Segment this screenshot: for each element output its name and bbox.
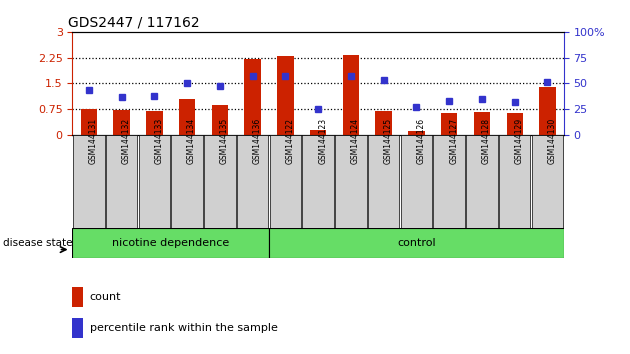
- Text: GSM144130: GSM144130: [547, 118, 556, 164]
- Bar: [81, 109, 97, 135]
- Text: GSM144122: GSM144122: [285, 118, 294, 164]
- Text: GSM144126: GSM144126: [416, 118, 425, 164]
- FancyBboxPatch shape: [335, 135, 367, 228]
- Bar: [146, 111, 163, 135]
- Text: GSM144125: GSM144125: [384, 118, 392, 164]
- FancyBboxPatch shape: [401, 135, 432, 228]
- Text: GDS2447 / 117162: GDS2447 / 117162: [67, 15, 199, 29]
- Text: disease state: disease state: [3, 238, 72, 248]
- Bar: [474, 112, 490, 135]
- Text: GSM144129: GSM144129: [515, 118, 524, 164]
- Bar: [277, 56, 294, 135]
- Bar: [408, 131, 425, 135]
- Bar: [72, 287, 83, 307]
- FancyBboxPatch shape: [466, 135, 498, 228]
- Text: GSM144128: GSM144128: [482, 118, 491, 164]
- Text: control: control: [397, 238, 436, 249]
- Text: percentile rank within the sample: percentile rank within the sample: [89, 323, 278, 333]
- FancyBboxPatch shape: [204, 135, 236, 228]
- FancyBboxPatch shape: [237, 135, 268, 228]
- Bar: [244, 59, 261, 135]
- Bar: [375, 110, 392, 135]
- Text: nicotine dependence: nicotine dependence: [112, 238, 229, 249]
- Text: GSM144132: GSM144132: [122, 118, 130, 164]
- Bar: [343, 55, 359, 135]
- FancyBboxPatch shape: [368, 135, 399, 228]
- Bar: [507, 113, 523, 135]
- FancyBboxPatch shape: [499, 135, 530, 228]
- Text: count: count: [89, 292, 121, 302]
- Bar: [72, 318, 83, 338]
- FancyBboxPatch shape: [73, 135, 105, 228]
- FancyBboxPatch shape: [532, 135, 563, 228]
- Text: GSM144136: GSM144136: [253, 118, 261, 164]
- FancyBboxPatch shape: [72, 228, 269, 258]
- Text: GSM144135: GSM144135: [220, 118, 229, 164]
- Text: GSM144131: GSM144131: [89, 118, 98, 164]
- FancyBboxPatch shape: [106, 135, 137, 228]
- Bar: [539, 87, 556, 135]
- FancyBboxPatch shape: [270, 135, 301, 228]
- FancyBboxPatch shape: [433, 135, 465, 228]
- Text: GSM144133: GSM144133: [154, 118, 163, 164]
- Text: GSM144124: GSM144124: [351, 118, 360, 164]
- Bar: [310, 130, 326, 135]
- FancyBboxPatch shape: [171, 135, 203, 228]
- Bar: [441, 113, 457, 135]
- Text: GSM144123: GSM144123: [318, 118, 327, 164]
- FancyBboxPatch shape: [269, 228, 564, 258]
- Text: GSM144127: GSM144127: [449, 118, 458, 164]
- Bar: [113, 110, 130, 135]
- Bar: [179, 98, 195, 135]
- Text: GSM144134: GSM144134: [187, 118, 196, 164]
- FancyBboxPatch shape: [302, 135, 334, 228]
- FancyBboxPatch shape: [139, 135, 170, 228]
- Bar: [212, 105, 228, 135]
